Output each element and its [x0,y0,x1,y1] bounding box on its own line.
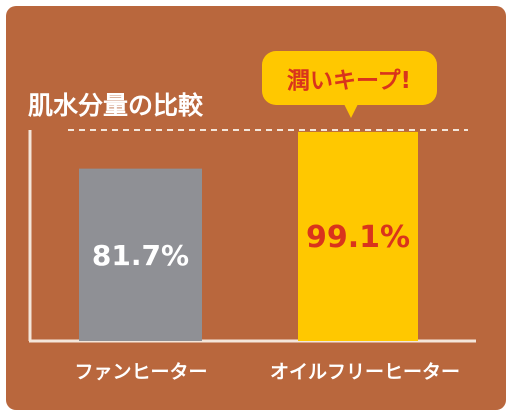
chart-title: 肌水分量の比較 [28,91,204,120]
callout-pointer [344,104,358,118]
bar-fan-heater [79,168,202,341]
bar-chart: 肌水分量の比較 81.7% ファンヒーター 99.1% オイルフリーヒーター 潤いキー… [6,6,506,410]
value-label-fan-heater: 81.7% [92,239,189,272]
bars-group: 81.7% ファンヒーター 99.1% オイルフリーヒーター [74,131,460,383]
bar-oil-free-heater [298,131,418,341]
value-label-oil-free-heater: 99.1% [306,220,410,255]
callout-text: 潤いキープ! [287,68,411,94]
callout-bubble: 潤いキープ! [262,51,437,118]
category-label-oil-free-heater: オイルフリーヒーター [270,361,460,383]
chart-card: 肌水分量の比較 81.7% ファンヒーター 99.1% オイルフリーヒーター 潤いキー… [6,6,506,410]
callout-box [262,51,437,105]
category-label-fan-heater: ファンヒーター [74,361,207,383]
